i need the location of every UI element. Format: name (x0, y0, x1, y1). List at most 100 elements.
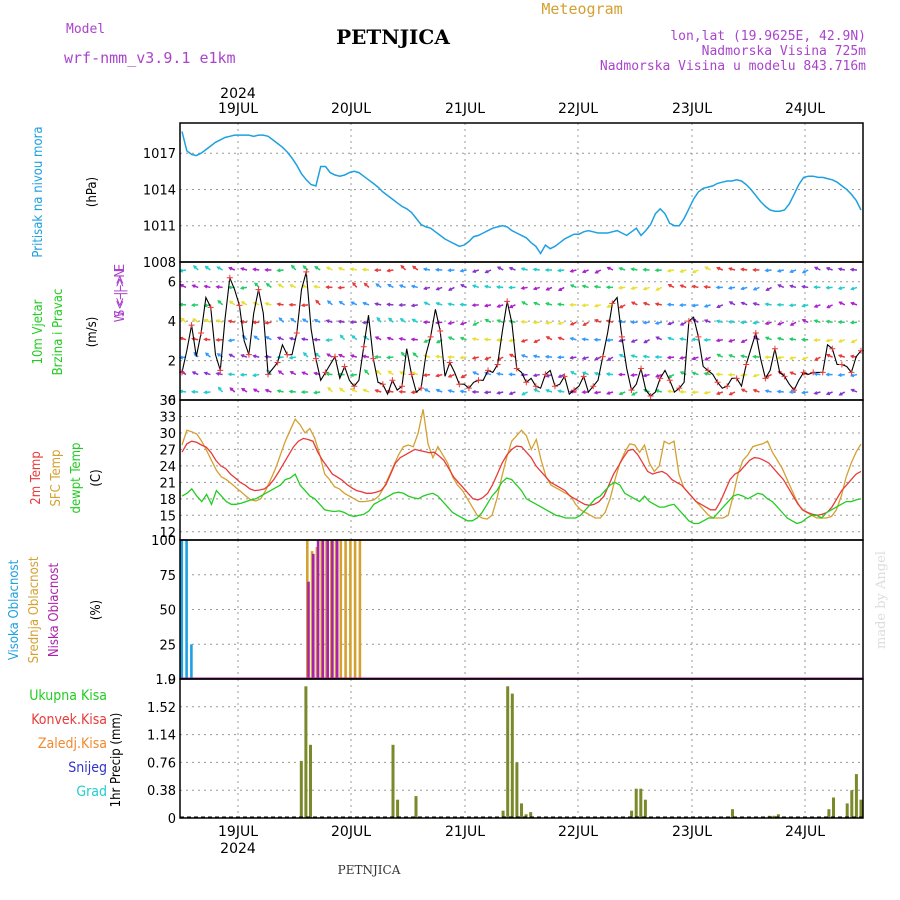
wind-gust-point (188, 322, 195, 329)
wind-arrow-head (472, 371, 477, 375)
wind-arrow-head (252, 267, 257, 272)
wind-arrow-head (630, 286, 635, 291)
cloud-bar-mid (349, 540, 352, 679)
wind-arrow-head (302, 352, 307, 356)
wind-gust-point (360, 343, 367, 350)
wind-gust-point (322, 369, 329, 376)
wind-arrow-head (544, 268, 549, 272)
sfc-temp-line (181, 409, 862, 520)
wind-arrow-head (801, 269, 806, 274)
wind-gust-point (704, 367, 711, 374)
precip-bar (414, 796, 418, 818)
wind-arrow-head (654, 302, 659, 307)
precip-bar (304, 686, 308, 818)
wind-arrow-head (447, 321, 452, 325)
wind-arrow-head (752, 388, 757, 393)
y-tick-label: 33 (159, 410, 176, 425)
wind-arrow-head (362, 301, 367, 306)
y-tick-label: 0.38 (147, 784, 176, 799)
wind-arrow-head (849, 373, 855, 378)
wind-arrow-head (448, 287, 453, 291)
wind-gust-point (265, 371, 272, 378)
wind-arrow-head (569, 371, 575, 375)
wind-arrow-head (545, 388, 550, 393)
wind-arrow-head (630, 320, 635, 325)
wind-arrow-head (678, 389, 684, 394)
wind-arrow-head (594, 356, 599, 361)
wind-arrow-head (655, 374, 660, 378)
wind-arrow-head (801, 319, 806, 323)
wind-arrow-head (740, 354, 745, 359)
panel-frame (179, 399, 864, 541)
wind-arrow-head (459, 389, 464, 394)
wind-arrow-head (618, 267, 623, 271)
wind-gust-point (312, 355, 319, 362)
wind-arrow-head (412, 265, 417, 270)
cloud-bar-low (326, 540, 329, 679)
wind-arrow-head (423, 301, 428, 306)
wind-arrow-head (630, 373, 635, 377)
wind-gust-point (628, 387, 635, 394)
wind-arrow-head (325, 266, 331, 271)
wind-arrow-head (764, 268, 769, 273)
wind-arrow-head (545, 373, 550, 378)
wind-arrow-head (496, 372, 501, 376)
wind-arrow-head (788, 356, 794, 360)
wind-arrow-head (521, 301, 526, 305)
wind-arrow-head (191, 371, 196, 375)
wind-arrow-head (838, 392, 843, 396)
wind-gust-point (638, 365, 645, 372)
wind-arrow-head (227, 372, 232, 377)
y-label-low-cloud: Niska Oblacnost (47, 562, 62, 657)
wind-arrow-head (288, 389, 293, 394)
wind-arrow-head (666, 355, 672, 360)
precip-bar (845, 803, 849, 818)
wind-arrow-head (777, 321, 782, 326)
y-tick-label: 18 (159, 493, 176, 508)
wind-arrow-head (581, 356, 586, 361)
wind-arrow-head (434, 267, 440, 272)
wind-arrow-head (447, 336, 452, 341)
wind-arrow-head (533, 388, 538, 393)
wind-arrow-head (605, 391, 611, 395)
wind-arrow-head (850, 388, 855, 393)
wind-arrow-head (435, 286, 440, 291)
wind-arrow-head (374, 336, 379, 340)
wind-arrow-head (471, 284, 477, 289)
wind-arrow-head (239, 372, 244, 377)
wind-arrow-head (422, 373, 428, 378)
wind-arrow-head (471, 356, 476, 360)
wind-arrow-head (412, 352, 417, 357)
precip-bar (827, 809, 831, 818)
wind-arrow-head (203, 371, 208, 376)
wind-arrow-head (471, 303, 476, 308)
y-tick-label: 0.76 (147, 756, 176, 771)
y-tick-label: 1008 (143, 256, 176, 271)
wind-arrow-head (594, 269, 599, 274)
y-tick-label: 15 (159, 509, 176, 524)
wind-arrow-head (849, 320, 854, 325)
wind-gust-point (762, 375, 769, 382)
wind-gust-point (724, 383, 731, 390)
wind-arrow-head (301, 371, 306, 375)
panel-frame (179, 678, 864, 819)
wind-arrow-head (386, 268, 391, 273)
wind-arrow-head (483, 390, 489, 395)
temp-2m-line (181, 437, 862, 516)
wind-gust-point (465, 385, 472, 392)
wind-arrow-head (228, 300, 233, 305)
wind-arrow-head (789, 322, 794, 326)
wind-arrow-head (288, 355, 293, 360)
wind-arrow-head (313, 284, 318, 289)
wind-arrow-head (764, 355, 769, 360)
wind-gust-point (657, 375, 664, 382)
wind-arrow-head (813, 304, 818, 308)
wind-arrow-head (764, 302, 769, 307)
wind-arrow-head (825, 353, 831, 358)
wind-arrow-head (813, 372, 818, 376)
wind-arrow-head (398, 389, 403, 394)
wind-gust-point (571, 387, 578, 394)
y-tick-label: 0 (168, 673, 176, 688)
wind-arrow-head (788, 390, 793, 395)
precip-bar (776, 814, 780, 818)
